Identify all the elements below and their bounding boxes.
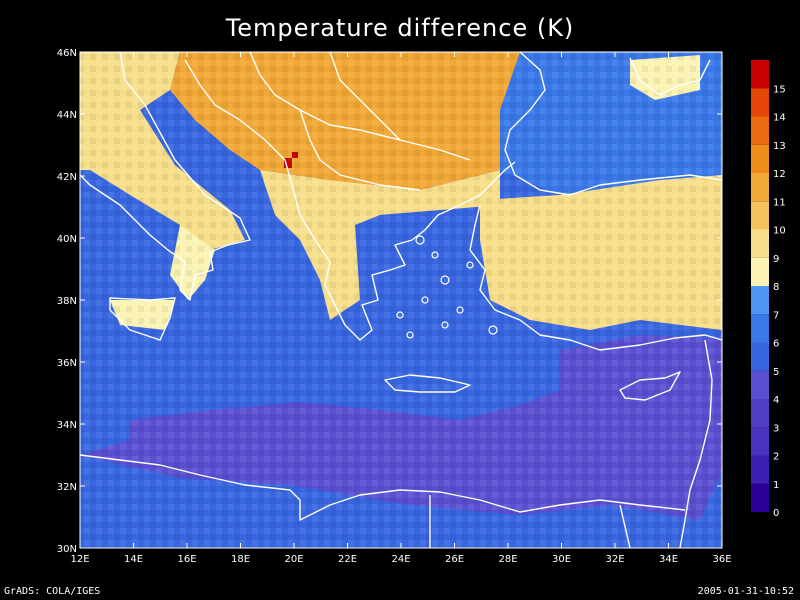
x-tick-label: 32E — [605, 554, 624, 565]
colorbar-label: 3 — [773, 423, 779, 434]
x-tick-label: 34E — [659, 554, 678, 565]
x-tick-label: 18E — [231, 554, 250, 565]
island — [396, 311, 404, 319]
border-balkans-2 — [329, 52, 401, 141]
colorbar-swatch — [751, 399, 769, 428]
coast-sicily — [109, 297, 176, 341]
footer-credit: GrADS: COLA/IGES — [4, 586, 101, 597]
x-tick-label: 12E — [70, 554, 89, 565]
footer-timestamp: 2005-01-31-10:52 — [697, 586, 794, 597]
island — [415, 235, 425, 245]
y-tick-label: 46N — [57, 48, 77, 59]
colorbar-label: 10 — [773, 226, 786, 237]
y-tick-label: 34N — [57, 420, 77, 431]
island — [406, 331, 414, 339]
x-tick-label: 14E — [124, 554, 143, 565]
coast-adriatic-east — [184, 59, 516, 341]
colorbar-label: 1 — [773, 480, 779, 491]
colorbar-label: 14 — [773, 113, 786, 124]
coast-crimea — [629, 57, 711, 96]
coast-crete — [384, 374, 471, 393]
island — [421, 296, 429, 304]
colorbar-label: 13 — [773, 141, 786, 152]
y-tick-label: 36N — [57, 358, 77, 369]
colorbar-swatch — [751, 286, 769, 315]
colorbar-label: 2 — [773, 452, 779, 463]
y-axis: 30N 32N 34N 36N 38N 40N 42N 44N 46N — [57, 48, 722, 555]
y-tick-label: 42N — [57, 172, 77, 183]
border-balkans-1 — [249, 52, 471, 161]
colorbar-label: 7 — [773, 310, 779, 321]
colorbar-swatch — [751, 60, 769, 89]
chart-title: Temperature difference (K) — [225, 14, 575, 42]
colorbar-swatch — [751, 314, 769, 343]
x-tick-label: 20E — [284, 554, 303, 565]
colorbar-label: 15 — [773, 84, 786, 95]
colorbar-label: 12 — [773, 169, 786, 180]
y-tick-label: 44N — [57, 110, 77, 121]
colorbar-swatch — [751, 229, 769, 258]
island — [456, 306, 464, 314]
coast-levant — [679, 339, 713, 548]
x-tick-label: 24E — [391, 554, 410, 565]
island — [488, 325, 498, 335]
colorbar-label: 11 — [773, 197, 786, 208]
x-tick-label: 28E — [498, 554, 517, 565]
colorbar-label: 0 — [773, 508, 779, 519]
x-tick-label: 36E — [712, 554, 731, 565]
coast-italy — [80, 52, 251, 301]
colorbar-label: 5 — [773, 367, 779, 378]
x-axis: 12E 14E 16E 18E 20E 22E 24E 26E 28E 30E 32E 34E 36E — [70, 52, 732, 565]
y-tick-label: 32N — [57, 482, 77, 493]
x-tick-label: 16E — [177, 554, 196, 565]
x-tick-label: 26E — [445, 554, 464, 565]
coast-anatolia-west — [469, 204, 722, 351]
colorbar-swatch — [751, 144, 769, 173]
border-balkans-3 — [299, 109, 421, 191]
colorbar-swatch — [751, 173, 769, 202]
colorbar-swatch — [751, 116, 769, 145]
colorbar-swatch — [751, 257, 769, 286]
coastlines — [80, 52, 722, 548]
colorbar-swatch — [751, 427, 769, 456]
aegean-islands — [396, 235, 498, 339]
colorbar-swatch — [751, 370, 769, 399]
x-tick-label: 22E — [338, 554, 357, 565]
island — [431, 251, 439, 259]
colorbar-swatch — [751, 342, 769, 371]
island — [441, 321, 449, 329]
coast-cyprus — [619, 371, 681, 401]
island — [466, 261, 474, 269]
y-tick-label: 30N — [57, 544, 77, 555]
coast-black-sea-south — [504, 52, 722, 196]
colorbar-label: 9 — [773, 254, 779, 265]
coast-africa — [80, 454, 686, 521]
colorbar-label: 4 — [773, 395, 779, 406]
colorbar-label: 8 — [773, 282, 779, 293]
island — [440, 275, 450, 285]
temperature-field — [80, 52, 722, 548]
x-tick-label: 30E — [552, 554, 571, 565]
colorbar-swatch — [751, 88, 769, 117]
colorbar-label: 6 — [773, 339, 779, 350]
field-texture — [80, 52, 722, 548]
colorbar-swatch — [751, 201, 769, 230]
y-tick-label: 38N — [57, 296, 77, 307]
y-tick-label: 40N — [57, 234, 77, 245]
colorbar-swatch — [751, 455, 769, 484]
colorbar-swatch — [751, 483, 769, 512]
border-sinai — [619, 504, 631, 548]
